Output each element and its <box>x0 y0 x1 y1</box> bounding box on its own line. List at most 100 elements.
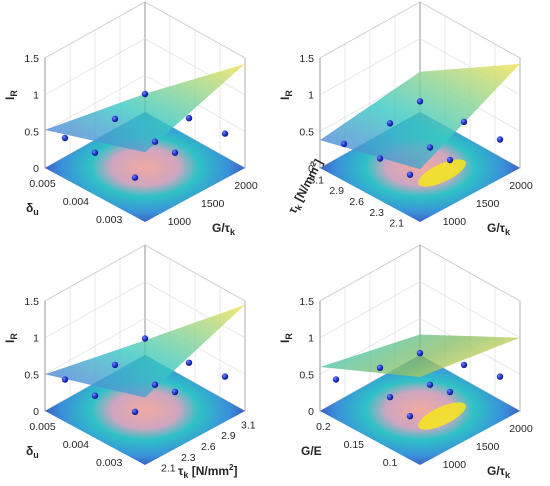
data-point <box>61 376 69 383</box>
data-point <box>151 381 159 388</box>
data-point <box>185 359 193 366</box>
chart-panel-4: 0 0.5 1 1.5 IR 1000 1500 2000 0.1 0.15 0.2 G/τk G/E <box>278 244 533 480</box>
x-tick-label: 1000 <box>168 216 192 228</box>
data-point <box>171 388 179 396</box>
z-tick-label: 1.5 <box>299 296 314 308</box>
chart-panel-3: 0 0.5 1 1.5 IR 2.1 2.3 2.6 2.9 3.1 0.003 0.004 0.005… <box>3 244 256 480</box>
data-point <box>416 98 424 105</box>
data-point <box>496 373 504 380</box>
floor-hot-region <box>418 402 466 430</box>
data-point <box>61 134 69 142</box>
y-tick-label: 0.004 <box>63 439 89 451</box>
floor-contour <box>45 112 245 222</box>
x-tick-label: 1500 <box>476 441 500 453</box>
y-tick-label: 0.003 <box>96 457 122 469</box>
z-gridline <box>44 74 246 132</box>
y-tick-label: 2.1 <box>389 218 404 230</box>
data-point <box>406 171 414 178</box>
data-point <box>426 381 434 388</box>
data-point <box>131 408 139 415</box>
z-tick-label: 1.5 <box>299 53 314 65</box>
data-point <box>131 174 139 181</box>
response-surface <box>320 63 520 170</box>
z-axis-label: IR <box>3 333 19 343</box>
x-axis-label: G/τk <box>212 221 236 237</box>
data-point <box>91 392 99 399</box>
data-point <box>460 361 468 369</box>
z-axis-label: IR <box>278 333 294 343</box>
x-tick-label: 2000 <box>509 180 533 192</box>
x-tick-label: 2.9 <box>221 430 236 442</box>
data-point <box>111 361 119 369</box>
z-tick-label: 0 <box>308 163 314 175</box>
data-point <box>460 118 468 126</box>
z-gridline <box>44 317 246 375</box>
data-point <box>151 138 159 145</box>
floor-contour <box>320 355 520 465</box>
data-point <box>221 130 229 137</box>
z-tick-label: 0.5 <box>299 369 314 381</box>
z-gridline <box>319 244 521 302</box>
y-tick-label: 0.005 <box>29 178 55 190</box>
response-surface <box>45 304 245 398</box>
data-point <box>111 115 119 123</box>
x-tick-label: 1500 <box>476 198 500 210</box>
data-point <box>386 120 394 127</box>
y-tick-label: 0.2 <box>316 421 331 433</box>
chart-panel-2: 0 0.5 1 1.5 IR 1000 1500 2000 2.1 2.3 2.6 2.9 3.1 G/τ… <box>278 1 533 237</box>
data-point <box>496 136 504 143</box>
z-axis-label: IR <box>3 90 19 100</box>
z-tick-label: 1.5 <box>24 53 39 65</box>
y-tick-label: 0.1 <box>383 457 398 469</box>
z-tick-label: 0.5 <box>24 126 39 138</box>
y-axis-label: δu <box>26 201 39 217</box>
z-axis-label: IR <box>278 90 294 100</box>
response-surface <box>45 63 245 153</box>
z-gridline <box>319 281 521 338</box>
y-tick-label: 3.1 <box>309 174 324 186</box>
y-tick-label: 0.003 <box>96 214 122 226</box>
y-tick-label: 0.005 <box>29 421 55 433</box>
z-gridline <box>319 1 521 59</box>
x-tick-label: 2000 <box>509 423 533 435</box>
z-tick-label: 1.5 <box>24 296 39 308</box>
floor-hot-region <box>418 159 466 187</box>
x-axis-label: τk [N/mm2] <box>178 463 238 480</box>
z-tick-label: 0 <box>33 406 39 418</box>
data-point <box>141 90 149 98</box>
floor-contour <box>45 355 245 465</box>
data-point <box>376 155 384 162</box>
data-point <box>332 376 340 383</box>
z-gridline <box>44 244 246 302</box>
x-axis-label: G/τk <box>487 221 511 237</box>
y-tick-label: 0.004 <box>63 196 89 208</box>
data-point <box>446 388 454 396</box>
y-axis-label: δu <box>26 444 39 460</box>
z-tick-label: 1 <box>33 90 39 102</box>
z-tick-label: 0 <box>308 406 314 418</box>
z-tick-label: 0 <box>33 163 39 175</box>
z-tick-label: 0.5 <box>299 126 314 138</box>
y-axis-label: τk [N/mm2] <box>284 156 327 217</box>
z-gridline <box>319 317 521 375</box>
x-tick-label: 2.1 <box>161 463 176 475</box>
data-point <box>171 149 179 156</box>
y-tick-label: 2.6 <box>349 196 364 208</box>
y-tick-label: 2.3 <box>369 207 384 219</box>
data-point <box>446 156 454 164</box>
z-tick-label: 1 <box>308 333 314 345</box>
data-point <box>406 413 414 420</box>
z-tick-label: 0.5 <box>24 369 39 381</box>
x-tick-label: 2.3 <box>181 452 196 464</box>
x-tick-label: 2000 <box>234 180 258 192</box>
data-point <box>426 144 434 151</box>
chart-panel-1: 0 0.5 1 1.5 IR 1000 1500 2000 0.003 0.004 0.005 G/τ… <box>3 1 258 237</box>
x-tick-label: 1000 <box>443 216 467 228</box>
y-tick-label: 2.9 <box>329 185 344 197</box>
y-tick-label: 0.15 <box>344 439 365 451</box>
data-point <box>185 115 193 122</box>
data-point <box>340 140 348 148</box>
data-point <box>386 393 394 401</box>
z-gridline <box>44 1 246 59</box>
